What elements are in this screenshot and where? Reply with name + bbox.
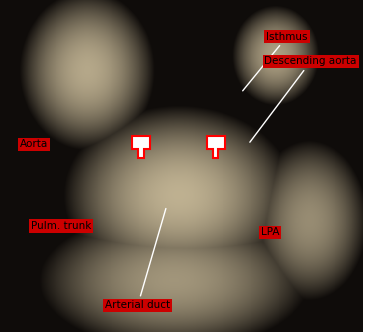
Text: Arterial duct: Arterial duct [105, 208, 170, 310]
Text: Descending aorta: Descending aorta [250, 56, 357, 142]
Text: Isthmus: Isthmus [243, 32, 308, 91]
Polygon shape [132, 136, 150, 158]
Text: Aorta: Aorta [20, 139, 48, 149]
Polygon shape [206, 136, 224, 158]
Text: Pulm. trunk: Pulm. trunk [31, 221, 91, 231]
Text: LPA: LPA [261, 227, 279, 237]
